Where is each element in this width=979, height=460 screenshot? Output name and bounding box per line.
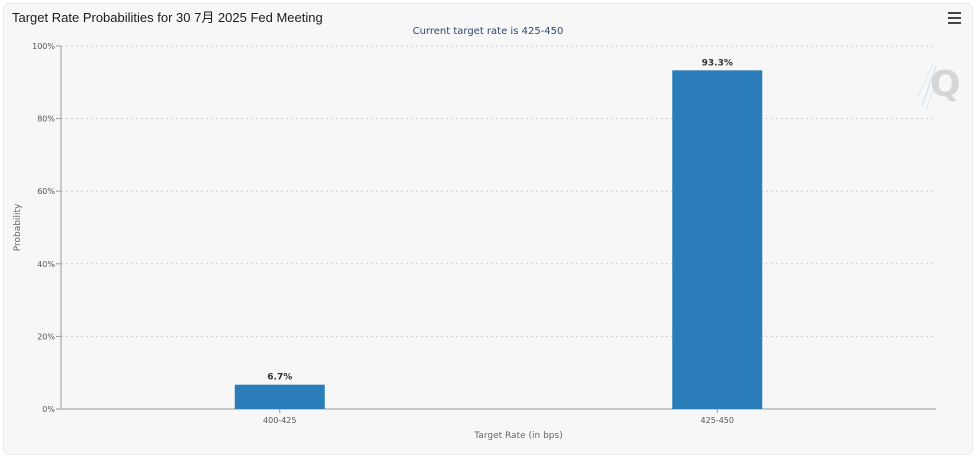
hamburger-menu-icon[interactable] — [948, 12, 961, 24]
y-axis-title: Probability — [13, 203, 23, 251]
logo-letter: Q — [930, 64, 961, 105]
x-tick-label: 425-450 — [701, 416, 734, 425]
y-tick-label: 60% — [37, 187, 55, 196]
y-tick-label: 100% — [32, 42, 55, 51]
data-label: 93.3% — [702, 58, 733, 68]
data-label: 6.7% — [267, 373, 292, 383]
chart-subtitle: Current target rate is 425-450 — [412, 26, 564, 37]
y-tick-label: 40% — [37, 260, 55, 269]
bar-chart: 0% 20% 40% 60% 80% 100% 6.7% 400-425 93.3% 425-45… — [13, 42, 936, 441]
x-axis-title: Target Rate (in bps) — [473, 431, 562, 441]
bar — [672, 70, 763, 410]
y-tick-label: 80% — [37, 115, 55, 124]
bar — [234, 384, 325, 409]
x-tick-label: 400-425 — [263, 416, 296, 425]
y-tick-label: 0% — [42, 405, 55, 414]
chart-container: Target Rate Probabilities for 30 7月 2025… — [3, 3, 973, 455]
chart-title: Target Rate Probabilities for 30 7月 2025… — [12, 10, 323, 25]
y-tick-label: 20% — [37, 332, 55, 341]
quiz-logo-icon: Q — [917, 61, 961, 111]
